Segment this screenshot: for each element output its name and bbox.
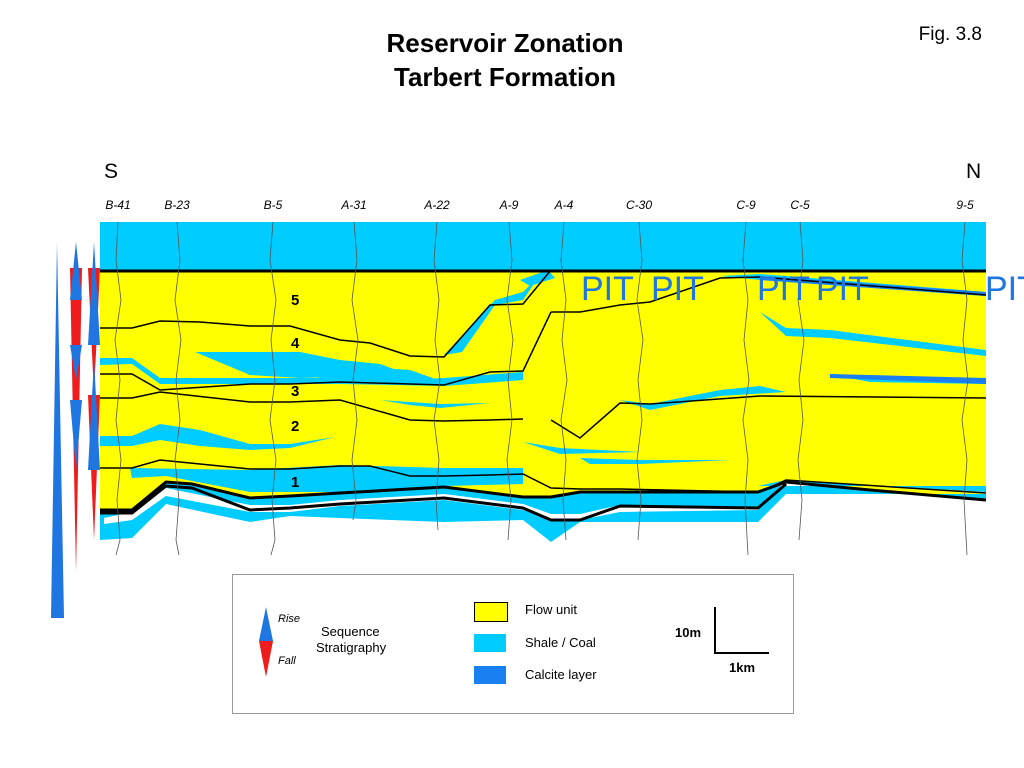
fall-label: Fall (278, 655, 296, 667)
north-label: N (966, 160, 982, 183)
figure-title-line1: Reservoir Zonation (386, 28, 624, 58)
correlation-lines (100, 269, 987, 522)
well-label: C-30 (625, 198, 653, 212)
horizontal-scale-label: 1km (729, 660, 756, 675)
sequence-label: Sequence (321, 624, 380, 639)
figure-number: Fig. 3.8 (918, 24, 982, 45)
shale-coal-swatch (474, 634, 506, 652)
pit-label: PIT (985, 270, 1024, 308)
well-label: C-5 (790, 198, 810, 212)
flow-unit-body (100, 272, 986, 512)
well-label: C-9 (736, 198, 756, 212)
zone-label: 2 (291, 418, 300, 435)
flow-unit-label: Flow unit (525, 602, 578, 617)
figure-title-line2: Tarbert Formation (394, 62, 616, 92)
well-label: B-41 (105, 198, 131, 212)
rise-fall-arrows-icon (259, 607, 273, 677)
pit-label: PIT (581, 270, 634, 308)
upper-shale-layer (100, 222, 986, 272)
zone-label: 3 (291, 383, 300, 400)
well-label: A-22 (424, 198, 450, 212)
vertical-scale-label: 10m (675, 625, 702, 640)
calcite-streak (104, 484, 786, 524)
zone-label: 1 (291, 474, 300, 491)
well-label: B-23 (164, 198, 190, 212)
scale-bar-icon (714, 607, 769, 654)
pit-label: PIT (757, 270, 810, 308)
flow-unit-swatch (474, 602, 508, 622)
well-log-traces (114, 221, 969, 556)
zone-label: 4 (291, 335, 300, 352)
rise-label: Rise (278, 613, 301, 625)
shale-coal-label: Shale / Coal (525, 635, 596, 650)
well-label: A-31 (341, 198, 367, 212)
pit-label: PIT (651, 270, 704, 308)
calcite-swatch (474, 666, 506, 684)
well-label: B-5 (263, 198, 283, 212)
zone-label: 5 (291, 292, 300, 309)
calcite-label: Calcite layer (525, 667, 597, 682)
stratigraphy-label: Stratigraphy (316, 640, 387, 655)
well-label: 9-5 (956, 198, 974, 212)
well-label: A-4 (554, 198, 574, 212)
south-label: S (104, 160, 119, 183)
pit-label: PIT (816, 270, 869, 308)
well-label: A-9 (499, 198, 519, 212)
sequence-triangles (51, 242, 100, 618)
legend-panel: Rise Fall Sequence Stratigraphy Flow uni… (232, 574, 794, 714)
